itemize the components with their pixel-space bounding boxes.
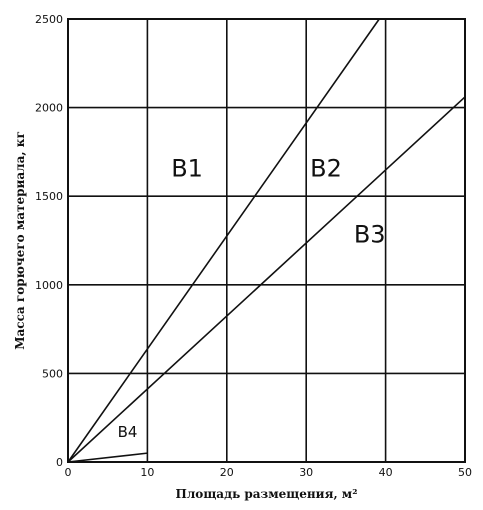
- x-tick-labels: 0 10 20 30 40 50: [65, 466, 473, 479]
- region-label-2: В2: [310, 155, 342, 183]
- x-tick-label: 50: [458, 466, 472, 479]
- y-tick-label: 500: [42, 367, 63, 380]
- x-axis-title: Площадь размещения, м²: [176, 487, 358, 501]
- region-labels: В1 В2 В3 В4: [118, 155, 386, 441]
- plot-frame: [67, 18, 466, 463]
- series-lines: [67, 18, 466, 463]
- series-line-1: [67, 18, 380, 463]
- y-axis-title: Масса горючего материала, кг: [13, 131, 27, 350]
- region-label-1: В1: [171, 155, 203, 183]
- series-line-2: [67, 96, 466, 463]
- y-tick-label: 2500: [35, 13, 63, 26]
- y-tick-labels: 0 500 1000 1500 2000 2500: [35, 13, 63, 469]
- series-line-3: [67, 452, 148, 463]
- x-tick-label: 40: [379, 466, 393, 479]
- grid: [67, 18, 466, 463]
- y-tick-label: 0: [56, 456, 63, 469]
- x-tick-label: 10: [140, 466, 154, 479]
- y-tick-label: 1000: [35, 279, 63, 292]
- y-tick-label: 2000: [35, 102, 63, 115]
- x-tick-label: 30: [299, 466, 313, 479]
- region-label-3: В3: [354, 220, 386, 248]
- y-tick-label: 1500: [35, 190, 63, 203]
- x-tick-label: 0: [65, 466, 72, 479]
- region-label-4: В4: [118, 423, 138, 441]
- x-tick-label: 20: [220, 466, 234, 479]
